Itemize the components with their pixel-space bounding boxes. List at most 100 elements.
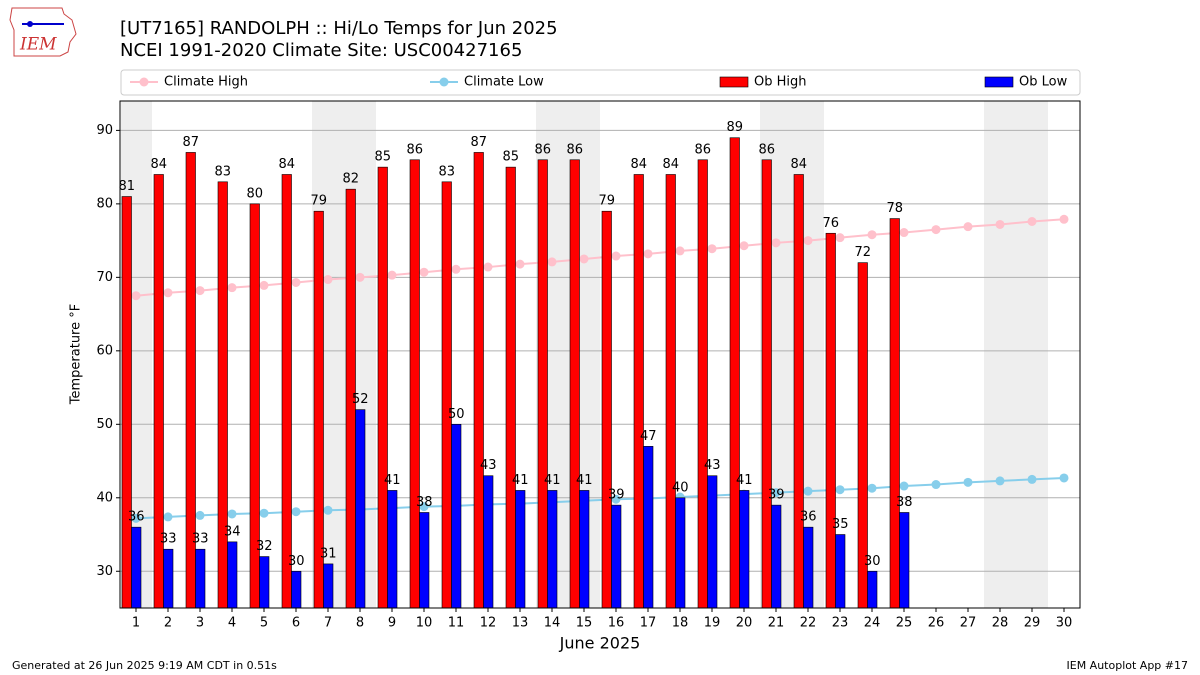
bar-value-label: 40 [672, 480, 689, 495]
bar [163, 548, 174, 609]
x-tick-label: 22 [800, 616, 817, 631]
bar-value-label: 35 [832, 517, 849, 532]
bar [697, 159, 708, 609]
x-tick-label: 28 [992, 616, 1009, 631]
bar-value-label: 41 [544, 473, 561, 488]
bar [675, 497, 686, 609]
line-marker [899, 228, 909, 238]
line-marker [355, 272, 365, 282]
bar-value-label: 41 [512, 473, 529, 488]
x-tick-label: 5 [260, 616, 268, 631]
line-marker [835, 485, 845, 495]
x-tick-label: 21 [768, 616, 785, 631]
bar-value-label: 89 [726, 120, 743, 135]
bar-value-label: 33 [160, 532, 177, 547]
legend-marker [439, 77, 449, 87]
line-marker [131, 291, 141, 301]
line-marker [227, 283, 237, 293]
line-marker [451, 264, 461, 274]
bar [601, 210, 612, 609]
bar-value-label: 52 [352, 392, 369, 407]
bar [377, 166, 388, 609]
x-tick-label: 12 [480, 616, 497, 631]
line-marker [771, 238, 781, 248]
legend [120, 69, 1081, 96]
bar [451, 424, 462, 609]
bar [803, 526, 814, 609]
y-tick-label: 50 [96, 417, 113, 432]
bar [441, 181, 452, 609]
bar-value-label: 85 [502, 150, 519, 165]
bar-value-label: 36 [800, 510, 817, 525]
bar [547, 490, 558, 609]
line-marker [995, 219, 1005, 229]
line-marker [227, 509, 237, 519]
legend-label: Ob High [754, 75, 807, 90]
line-marker [483, 262, 493, 272]
x-tick-label: 29 [1024, 616, 1041, 631]
x-tick-label: 14 [544, 616, 561, 631]
line-marker [1059, 473, 1069, 483]
bar [889, 218, 900, 609]
bar [387, 490, 398, 609]
weekend-shade [1016, 101, 1048, 608]
bar [121, 196, 132, 609]
bar-value-label: 32 [256, 539, 273, 554]
bar-value-label: 41 [736, 473, 753, 488]
bar-value-label: 72 [854, 245, 871, 260]
y-tick-label: 80 [96, 196, 113, 211]
legend-swatch [984, 76, 1014, 88]
line-marker [291, 507, 301, 517]
weekend-shade [984, 101, 1016, 608]
x-tick-label: 3 [196, 616, 204, 631]
bar [483, 475, 494, 609]
bar-value-label: 85 [374, 150, 391, 165]
bar [419, 512, 430, 609]
line-marker [419, 502, 429, 512]
bar-value-label: 82 [342, 172, 359, 187]
bar [643, 446, 654, 609]
bar-value-label: 34 [224, 524, 241, 539]
x-tick-label: 6 [292, 616, 300, 631]
line-marker [931, 225, 941, 235]
bar [835, 534, 846, 609]
bar-value-label: 30 [288, 554, 305, 569]
chart-title: [UT7165] RANDOLPH :: Hi/Lo Temps for Jun… [120, 18, 558, 39]
bar-value-label: 36 [128, 510, 145, 525]
bar-value-label: 83 [438, 164, 455, 179]
bar-value-label: 84 [630, 157, 647, 172]
line-marker [259, 508, 269, 518]
bar-value-label: 87 [470, 135, 487, 150]
bar-value-label: 41 [384, 473, 401, 488]
bar-value-label: 43 [480, 458, 497, 473]
bar [611, 504, 622, 609]
bar [825, 232, 836, 609]
bar-value-label: 50 [448, 407, 465, 422]
legend-label: Ob Low [1019, 75, 1068, 90]
logo: IEM [9, 7, 77, 57]
bar [259, 556, 270, 609]
bar-value-label: 84 [790, 157, 807, 172]
x-tick-label: 23 [832, 616, 849, 631]
bar [473, 152, 484, 609]
legend-label: Climate Low [464, 75, 544, 90]
plot-area [120, 101, 1080, 608]
bar-value-label: 84 [150, 157, 167, 172]
x-tick-label: 19 [704, 616, 721, 631]
bar-value-label: 86 [406, 142, 423, 157]
footer-right: IEM Autoplot App #17 [1067, 659, 1189, 672]
line-marker [579, 254, 589, 264]
line-marker [195, 510, 205, 520]
y-tick-label: 60 [96, 343, 113, 358]
line-marker [163, 288, 173, 298]
chart-subtitle: NCEI 1991-2020 Climate Site: USC00427165 [120, 40, 522, 61]
bar-value-label: 38 [896, 495, 913, 510]
bar-value-label: 80 [246, 186, 263, 201]
line-marker [707, 244, 717, 254]
bar-value-label: 38 [416, 495, 433, 510]
bar [515, 490, 526, 609]
line-marker [899, 481, 909, 491]
bar-value-label: 39 [768, 488, 785, 503]
line-marker [195, 286, 205, 296]
